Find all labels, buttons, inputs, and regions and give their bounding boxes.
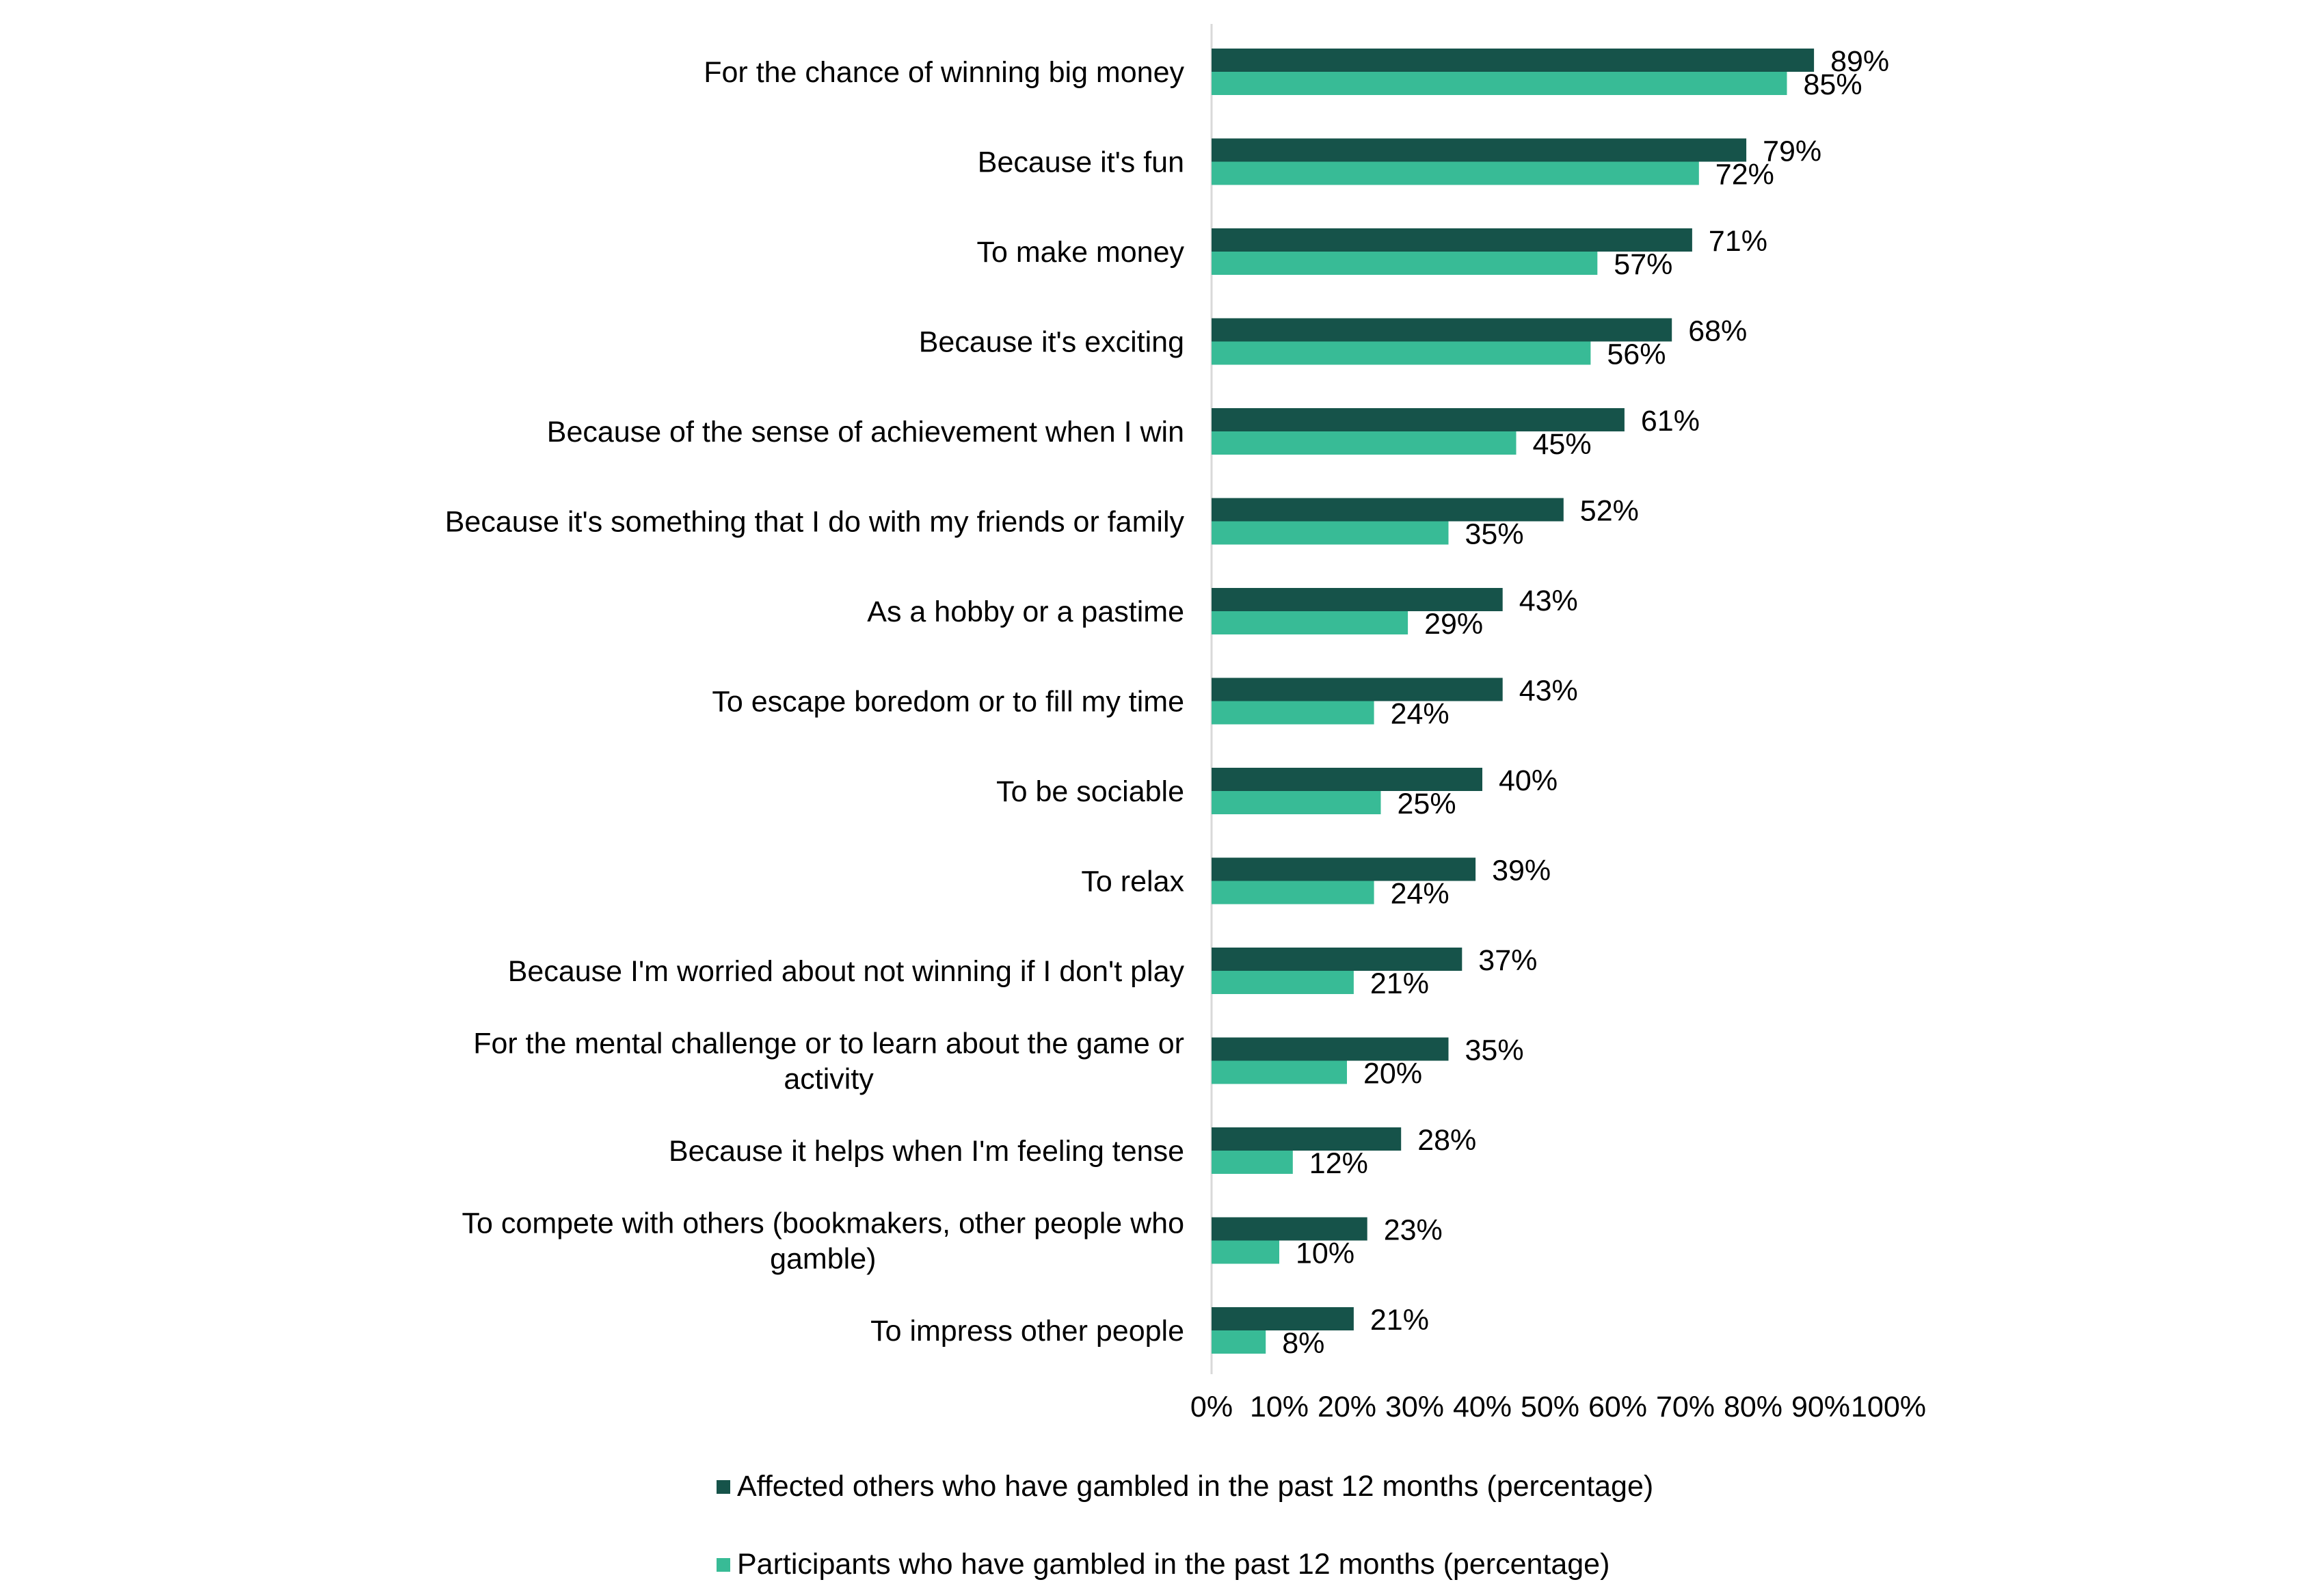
bar-affected-others — [1212, 768, 1482, 791]
bar-affected-others — [1212, 1127, 1402, 1151]
bar-affected-others — [1212, 1217, 1367, 1241]
x-tick-label: 40% — [1453, 1391, 1512, 1423]
bar-participants — [1212, 1151, 1293, 1174]
data-label: 37% — [1478, 944, 1537, 977]
bar-affected-others — [1212, 678, 1503, 701]
bar-participants — [1212, 881, 1374, 904]
x-tick-label: 100% — [1851, 1391, 1926, 1423]
data-label: 24% — [1391, 878, 1450, 911]
bar-participants — [1212, 1240, 1279, 1264]
category-label: As a hobby or a pastime — [867, 595, 1184, 628]
data-label: 43% — [1519, 675, 1578, 708]
x-tick-label: 70% — [1656, 1391, 1715, 1423]
category-label: For the mental challenge or to learn abo… — [473, 1028, 1184, 1060]
data-label: 25% — [1398, 788, 1456, 820]
bar-affected-others — [1212, 498, 1564, 522]
data-label: 35% — [1465, 1034, 1524, 1067]
category-label: To impress other people — [870, 1315, 1184, 1348]
category-label: To escape boredom or to fill my time — [712, 686, 1184, 719]
category-label: To compete with others (bookmakers, othe… — [462, 1207, 1184, 1240]
data-label: 23% — [1384, 1214, 1443, 1247]
bar-participants — [1212, 701, 1374, 725]
data-label: 28% — [1417, 1124, 1476, 1157]
data-label: 21% — [1370, 1304, 1429, 1337]
legend-label-participants: Participants who have gambled in the pas… — [737, 1548, 1610, 1581]
category-label: For the chance of winning big money — [704, 56, 1184, 89]
data-label: 39% — [1492, 855, 1551, 887]
category-label: To be sociable — [996, 775, 1184, 808]
bar-affected-others — [1212, 948, 1462, 971]
bar-affected-others — [1212, 1307, 1354, 1330]
category-label: Because I'm worried about not winning if… — [508, 955, 1185, 988]
category-label: Because of the sense of achievement when… — [547, 416, 1184, 448]
x-tick-label: 50% — [1521, 1391, 1579, 1423]
category-label: Because it's fun — [978, 146, 1184, 179]
bar-affected-others — [1212, 408, 1625, 431]
data-label: 40% — [1499, 764, 1558, 797]
data-label: 89% — [1830, 45, 1889, 78]
x-tick-label: 0% — [1190, 1391, 1233, 1423]
category-label: Because it's exciting — [919, 326, 1184, 359]
x-tick-label: 30% — [1385, 1391, 1444, 1423]
bar-participants — [1212, 1060, 1347, 1084]
data-label: 52% — [1580, 495, 1639, 528]
bar-affected-others — [1212, 1037, 1449, 1061]
category-label: Because it helps when I'm feeling tense — [669, 1135, 1184, 1168]
category-label: gamble) — [770, 1243, 876, 1276]
data-label: 45% — [1533, 428, 1592, 461]
bar-participants — [1212, 161, 1699, 185]
bar-participants — [1212, 611, 1408, 634]
data-label: 21% — [1370, 967, 1429, 1000]
data-label: 68% — [1688, 315, 1747, 348]
data-label: 61% — [1641, 405, 1700, 438]
chart-bars — [1212, 49, 1815, 1354]
data-label: 56% — [1607, 338, 1666, 371]
data-label: 79% — [1763, 135, 1821, 168]
x-tick-label: 90% — [1791, 1391, 1850, 1423]
data-label: 8% — [1282, 1327, 1324, 1360]
data-label: 10% — [1296, 1237, 1354, 1270]
bar-affected-others — [1212, 857, 1476, 881]
data-label: 24% — [1391, 698, 1450, 731]
category-label: To make money — [976, 236, 1184, 269]
data-label: 12% — [1309, 1147, 1368, 1180]
legend-label-affected-others: Affected others who have gambled in the … — [737, 1470, 1654, 1503]
bar-participants — [1212, 521, 1449, 545]
bar-affected-others — [1212, 138, 1747, 162]
chart-axes: 0% 10% 20% 30% 40% 50% 60% 70% 80% 90% 100% — [1190, 24, 1926, 1423]
x-tick-label: 80% — [1724, 1391, 1782, 1423]
category-label: To relax — [1081, 866, 1184, 898]
bar-participants — [1212, 431, 1517, 455]
data-label: 20% — [1363, 1058, 1422, 1090]
bar-participants — [1212, 72, 1787, 95]
bar-participants — [1212, 971, 1354, 994]
x-tick-label: 10% — [1250, 1391, 1309, 1423]
data-label: 71% — [1709, 225, 1767, 258]
legend-swatch-affected-others — [717, 1479, 730, 1494]
data-label: 35% — [1465, 518, 1524, 551]
data-label: 57% — [1614, 248, 1672, 281]
bar-participants — [1212, 1330, 1266, 1354]
data-label: 85% — [1804, 68, 1862, 101]
bar-affected-others — [1212, 228, 1692, 252]
bar-affected-others — [1212, 49, 1815, 72]
legend-item-affected-others: Affected others who have gambled in the … — [717, 1470, 1653, 1503]
x-tick-label: 60% — [1588, 1391, 1647, 1423]
legend-swatch-participants — [717, 1557, 730, 1572]
chart-labels: For the chance of winning big money 89%85… — [445, 45, 1889, 1360]
bar-participants — [1212, 791, 1381, 814]
bar-affected-others — [1212, 318, 1672, 342]
bar-affected-others — [1212, 588, 1503, 611]
bar-participants — [1212, 341, 1591, 365]
bar-participants — [1212, 252, 1598, 275]
x-tick-label: 20% — [1318, 1391, 1376, 1423]
data-label: 43% — [1519, 585, 1578, 617]
category-label: activity — [784, 1063, 874, 1096]
data-label: 29% — [1424, 608, 1483, 641]
data-label: 72% — [1715, 159, 1774, 191]
category-label: Because it's something that I do with my… — [445, 506, 1185, 539]
legend-item-participants: Participants who have gambled in the pas… — [717, 1548, 1610, 1581]
